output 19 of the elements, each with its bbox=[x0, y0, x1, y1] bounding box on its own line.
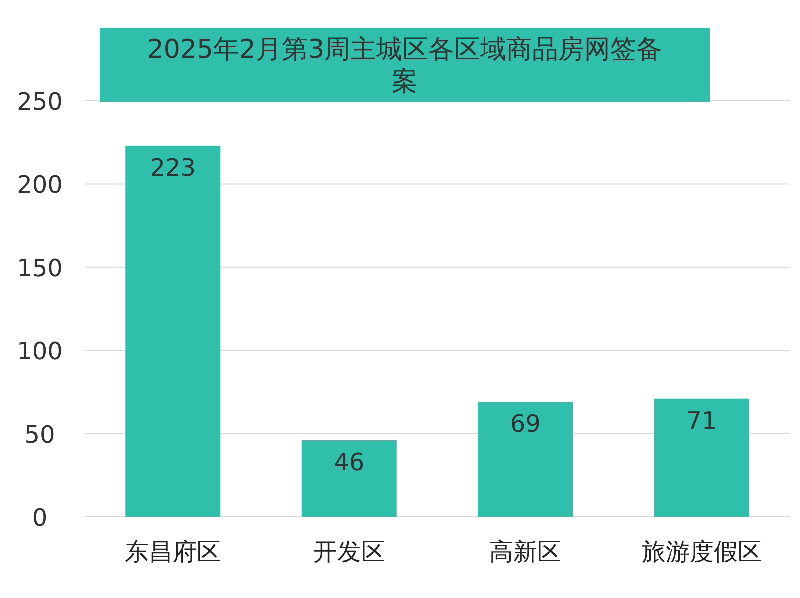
y-tick-label: 100 bbox=[17, 338, 63, 366]
x-tick-label: 东昌府区 bbox=[125, 538, 222, 566]
bar bbox=[302, 440, 397, 517]
y-tick-label: 0 bbox=[32, 504, 48, 532]
bar bbox=[126, 146, 221, 517]
bar bbox=[478, 402, 574, 517]
bar bbox=[654, 398, 750, 517]
y-tick-label: 50 bbox=[24, 420, 56, 449]
x-tick-label: 旅游度假区 bbox=[642, 538, 762, 566]
y-tick-label: 150 bbox=[17, 254, 63, 282]
data-label: 69 bbox=[510, 410, 541, 438]
data-label: 46 bbox=[334, 448, 365, 476]
chart-title: 2025年2月第3周主城区各区域商品房网签备案 bbox=[147, 35, 663, 97]
y-tick-label: 200 bbox=[17, 171, 63, 200]
data-label: 71 bbox=[686, 406, 718, 435]
y-tick-label: 250 bbox=[17, 88, 63, 116]
data-label: 223 bbox=[150, 154, 196, 182]
x-tick-label: 高新区 bbox=[490, 538, 562, 566]
x-tick-label: 开发区 bbox=[313, 538, 386, 566]
